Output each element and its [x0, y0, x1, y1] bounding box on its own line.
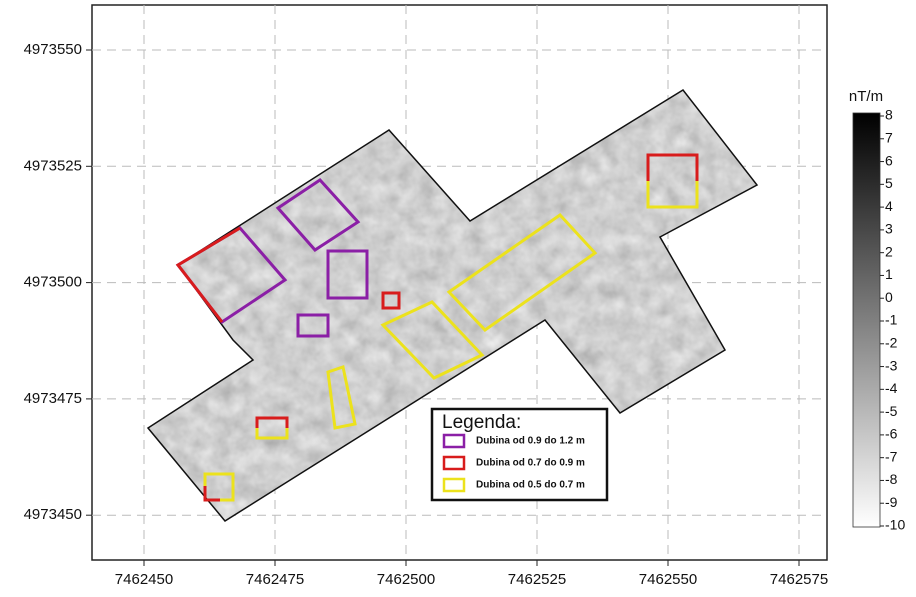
- y-tick-label: 4973500: [24, 274, 82, 291]
- x-tick-label: 7462450: [115, 571, 173, 588]
- x-tick-label: 7462475: [246, 571, 304, 588]
- colorbar-label: 8: [885, 107, 893, 123]
- colorbar-label: -7: [885, 448, 898, 464]
- map: Legenda: Dubina od 0.9 do 1.2 m Dubina od…: [0, 0, 916, 592]
- x-tick-label: 7462575: [770, 571, 828, 588]
- colorbar-label: -4: [885, 380, 898, 396]
- x-tick-label: 7462550: [639, 571, 697, 588]
- legend-label: Dubina od 0.5 do 0.7 m: [476, 480, 585, 491]
- colorbar-label: -10: [885, 517, 905, 533]
- colorbar-label: -2: [885, 334, 898, 350]
- colorbar: [853, 113, 880, 527]
- y-tick-label: 4973475: [24, 390, 82, 407]
- colorbar-label: 7: [885, 129, 893, 145]
- x-tick-label: 7462500: [377, 571, 435, 588]
- legend-label: Dubina od 0.9 do 1.2 m: [476, 436, 585, 447]
- colorbar-unit: nT/m: [849, 88, 883, 105]
- colorbar-label: -8: [885, 471, 898, 487]
- colorbar-label: -3: [885, 357, 898, 373]
- y-tick-label: 4973525: [24, 157, 82, 174]
- legend-label: Dubina od 0.7 do 0.9 m: [476, 458, 585, 469]
- y-tick-label: 4973450: [24, 506, 82, 523]
- legend: Legenda: Dubina od 0.9 do 1.2 m Dubina od…: [432, 409, 607, 500]
- y-tick-label: 4973550: [24, 41, 82, 58]
- colorbar-label: 2: [885, 243, 893, 259]
- colorbar-label: -1: [885, 312, 898, 328]
- colorbar-label: -5: [885, 403, 898, 419]
- colorbar-label: 0: [885, 289, 893, 305]
- colorbar-label: -6: [885, 426, 898, 442]
- colorbar-label: 6: [885, 152, 893, 168]
- colorbar-label: 3: [885, 221, 893, 237]
- colorbar-label: 5: [885, 175, 893, 191]
- legend-title: Legenda:: [442, 412, 521, 433]
- colorbar-label: 1: [885, 266, 893, 282]
- colorbar-label: -9: [885, 494, 898, 510]
- x-tick-label: 7462525: [508, 571, 566, 588]
- colorbar-label: 4: [885, 198, 893, 214]
